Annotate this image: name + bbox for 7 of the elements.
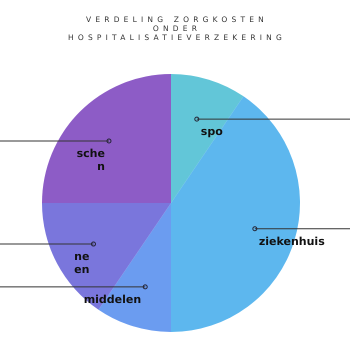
slice-label: ne en [74,250,90,276]
pie-slice [42,203,171,310]
pie-slice [42,74,171,203]
slice-label: middelen [84,292,142,306]
slice-label: sche n [76,146,105,173]
slice-label: spo [200,125,224,138]
pie-slice [171,74,244,203]
